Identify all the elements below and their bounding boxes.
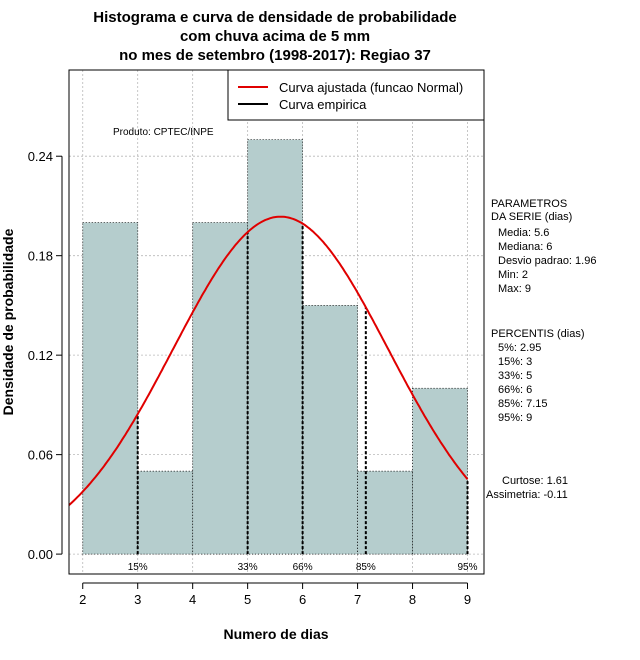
- y-tick-label: 0.18: [28, 249, 53, 264]
- x-tick-label: 2: [79, 592, 86, 607]
- params-header-line-1: PARAMETROS: [491, 198, 567, 210]
- y-tick-label: 0.00: [28, 547, 53, 562]
- percentil-5: 5%: 2.95: [498, 342, 541, 354]
- percentil-66: 66%: 6: [498, 384, 532, 396]
- percentil-85: 85%: 7.15: [498, 398, 548, 410]
- histogram-bar: [412, 387, 468, 555]
- histogram-bars: [82, 139, 468, 555]
- x-tick-label: 9: [464, 592, 471, 607]
- param-min: Min: 2: [498, 269, 528, 281]
- percentile-label: 95%: [458, 562, 478, 573]
- curtose-value: Curtose: 1.61: [502, 475, 568, 487]
- legend: Curva ajustada (funcao Normal) Curva emp…: [227, 69, 485, 121]
- histogram-bar: [82, 222, 139, 555]
- legend-box: [227, 69, 485, 121]
- histogram-bar: [247, 139, 304, 555]
- chart-title-line-3: no mes de setembro (1998-2017): Regiao 3…: [119, 47, 431, 64]
- y-tick-label: 0.24: [28, 149, 53, 164]
- param-media: Media: 5.6: [498, 227, 549, 239]
- param-mediana: Mediana: 6: [498, 241, 552, 253]
- y-axis-label: Densidade de probabilidade: [0, 228, 16, 415]
- normal-curve-group: [68, 215, 469, 506]
- percentile-label: 66%: [293, 562, 313, 573]
- percentil-33: 33%: 5: [498, 370, 532, 382]
- param-max: Max: 9: [498, 283, 531, 295]
- product-annotation: Produto: CPTEC/INPE: [113, 127, 214, 138]
- percentile-label: 33%: [238, 562, 258, 573]
- x-tick-label: 7: [354, 592, 361, 607]
- x-tick-label: 3: [134, 592, 141, 607]
- histogram-bar: [192, 222, 249, 555]
- y-tick-label: 0.12: [28, 348, 53, 363]
- percentile-label: 85%: [356, 562, 376, 573]
- stats-panel: PARAMETROS DA SERIE (dias) Media: 5.6 Me…: [486, 198, 596, 501]
- percentile-label: 15%: [128, 562, 148, 573]
- legend-label-fitted: Curva ajustada (funcao Normal): [279, 80, 463, 95]
- percentile-lines: 15% 33% 66% 85% 95%: [128, 223, 478, 573]
- histogram-bar: [302, 305, 358, 555]
- percentil-95: 95%: 9: [498, 412, 532, 424]
- percentil-15: 15%: 3: [498, 356, 532, 368]
- legend-label-empirical: Curva empirica: [279, 97, 367, 112]
- x-axis-label: Numero de dias: [223, 626, 328, 642]
- axis-ticks: 2 3 4 5 6 7 8 9 0.00 0.06 0.12 0.18 0.24: [28, 149, 471, 607]
- y-tick-label: 0.06: [28, 448, 53, 463]
- x-tick-label: 4: [189, 592, 196, 607]
- histogram-bar: [137, 470, 194, 555]
- x-tick-label: 5: [244, 592, 251, 607]
- param-desvio: Desvio padrao: 1.96: [498, 255, 596, 267]
- assimetria-value: Assimetria: -0.11: [486, 489, 568, 501]
- x-tick-label: 8: [409, 592, 416, 607]
- fitted-normal-curve: [68, 215, 469, 506]
- percentis-header: PERCENTIS (dias): [491, 328, 585, 340]
- chart-title-line-1: Histograma e curva de densidade de proba…: [93, 9, 456, 26]
- x-tick-label: 6: [299, 592, 306, 607]
- params-header-line-2: DA SERIE (dias): [491, 211, 572, 223]
- chart-title-line-2: com chuva acima de 5 mm: [180, 28, 370, 45]
